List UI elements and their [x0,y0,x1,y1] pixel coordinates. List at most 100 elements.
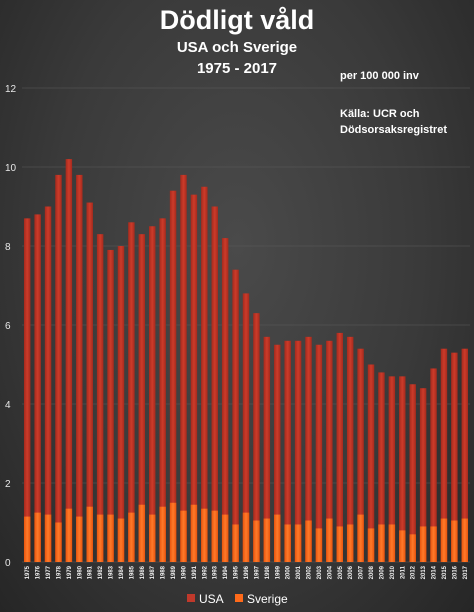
chart-title: Dödligt våld [160,5,315,35]
bar-sverige-2017 [461,518,469,562]
bar-usa-2011 [399,376,406,562]
bar-sverige-1996 [242,512,250,563]
legend: USA Sverige [187,592,288,606]
x-tick-label: 1992 [202,565,208,579]
bar-sverige-1990 [180,510,187,562]
bar-sverige-2001 [294,524,302,562]
x-tick-label: 1999 [275,565,281,579]
bar-sverige-1981 [86,506,93,562]
bar-sverige-1979 [65,508,73,562]
bar-usa-2007 [357,348,364,562]
bar-usa-2002 [305,336,312,562]
bar-sverige-1994 [221,514,229,562]
x-tick-label: 2001 [296,565,302,579]
bar-sverige-2007 [357,514,364,562]
bar-sverige-2010 [388,524,396,562]
chart-subtitle-line2: 1975 - 2017 [197,60,277,77]
y-tick-label: 12 [5,84,17,95]
unit-note: per 100 000 inv [340,70,420,82]
bar-sverige-1978 [55,522,62,562]
x-tick-label: 1998 [265,565,271,579]
bar-usa-1994 [221,238,229,562]
bar-usa-2017 [461,348,469,562]
bar-sverige-1993 [211,510,218,562]
bar-usa-1981 [86,202,93,563]
x-tick-label: 1977 [46,565,52,579]
y-tick-label: 0 [5,558,11,569]
bar-usa-1996 [242,293,250,562]
x-tick-label: 2008 [369,565,375,579]
bar-sverige-2002 [305,520,312,562]
source-note-line2: Dödsorsaksregistret [340,124,447,136]
x-tick-label: 2002 [307,565,313,579]
bar-sverige-1985 [128,512,135,563]
x-tick-label: 2000 [286,565,292,579]
legend-swatch-usa [187,594,195,602]
bar-usa-1986 [138,234,146,562]
y-axis-ticks: 0 2 4 6 8 10 12 [5,84,17,569]
bar-usa-1993 [211,206,218,562]
bar-usa-1987 [149,226,156,562]
x-tick-label: 2004 [327,565,333,579]
y-tick-label: 8 [5,242,11,253]
y-tick-label: 4 [5,400,11,411]
x-tick-label: 2006 [348,565,354,579]
x-tick-label: 1980 [77,565,83,579]
y-tick-label: 6 [5,321,11,332]
bar-usa-1988 [159,218,166,562]
bar-usa-2000 [284,340,291,562]
x-tick-label: 1995 [234,565,240,579]
bar-usa-1991 [190,194,198,562]
x-tick-label: 1984 [119,565,125,579]
x-tick-label: 1981 [88,565,94,579]
bar-sverige-2015 [440,518,448,562]
x-tick-label: 1976 [36,565,42,579]
bar-usa-2006 [346,336,354,562]
y-tick-label: 10 [5,163,17,174]
bar-usa-1978 [55,174,62,562]
bar-sverige-1999 [274,514,281,562]
bar-usa-1989 [169,190,177,562]
bar-usa-1985 [128,222,135,563]
x-tick-label: 1991 [192,565,198,579]
x-tick-label: 1979 [67,565,73,579]
bar-usa-2001 [294,340,302,562]
bar-sverige-2005 [336,526,343,562]
bar-sverige-2016 [451,520,458,562]
bar-sverige-2011 [399,530,406,562]
bar-usa-1997 [253,313,260,562]
x-axis-ticks: 1975 1976 1977 1978 1979 1980 1981 1982 1983 1984… [25,565,469,579]
bar-usa-2013 [419,388,427,562]
bar-sverige-1983 [107,514,114,562]
bar-sverige-1984 [117,518,125,562]
bar-sverige-1989 [169,502,177,562]
x-tick-label: 1989 [171,565,177,579]
x-tick-label: 1978 [56,565,62,579]
bar-sverige-1982 [96,514,104,562]
x-tick-label: 1982 [98,565,104,579]
bar-usa-1984 [117,246,125,562]
x-tick-label: 1985 [129,565,135,579]
legend-label-sverige: Sverige [247,592,288,606]
bar-sverige-1997 [253,520,260,562]
bar-usa-2014 [430,368,437,562]
bar-usa-1990 [180,174,187,562]
x-tick-label: 2015 [442,565,448,579]
legend-label-usa: USA [199,592,224,606]
x-tick-label: 1987 [150,565,156,579]
bar-sverige-1992 [201,508,208,562]
x-tick-label: 1996 [244,565,250,579]
bar-usa-2012 [409,384,416,562]
bars [23,159,469,563]
x-tick-label: 2010 [390,565,396,579]
x-tick-label: 1997 [254,565,260,579]
bar-sverige-1988 [159,506,166,562]
x-tick-label: 2009 [379,565,385,579]
x-tick-label: 1975 [25,565,31,579]
bar-sverige-2012 [409,534,416,562]
x-tick-label: 1986 [140,565,146,579]
bar-sverige-1977 [44,514,52,562]
bar-usa-1995 [232,269,239,562]
bar-sverige-1980 [76,516,83,562]
x-tick-label: 2017 [463,565,469,579]
